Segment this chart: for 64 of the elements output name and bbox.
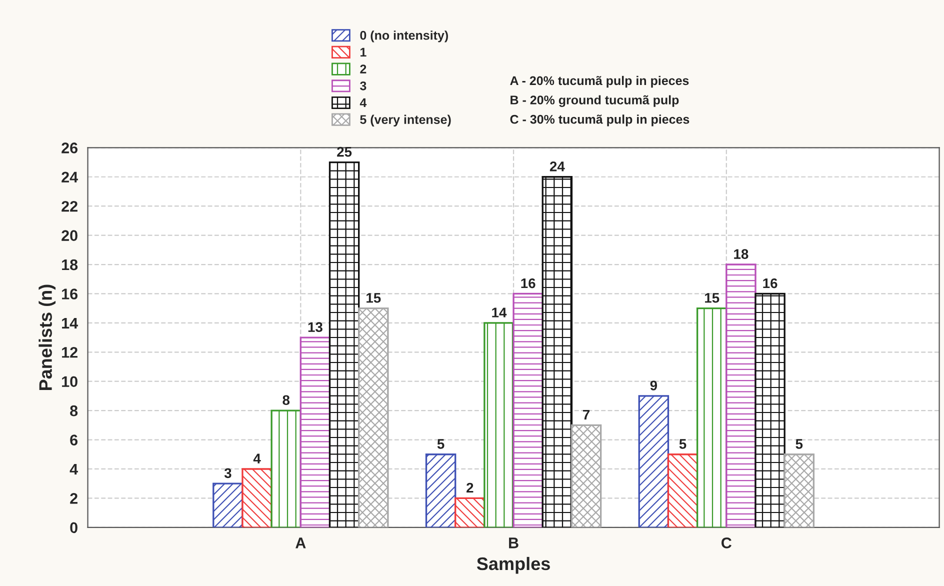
y-tick-label: 12 (62, 347, 78, 358)
bar (754, 292, 786, 528)
data-label: 4 (253, 454, 261, 464)
y-tick-label: 20 (62, 230, 78, 241)
bar (454, 497, 486, 528)
bar (696, 307, 728, 528)
data-label: 5 (796, 439, 803, 449)
data-label: 25 (337, 146, 352, 157)
bar (484, 322, 514, 528)
data-label: 7 (583, 410, 590, 420)
x-tick-label: C (722, 538, 732, 548)
legend-label: 4 (360, 98, 367, 108)
bar (570, 424, 602, 528)
y-tick-label: 6 (70, 434, 78, 446)
data-label: 15 (705, 293, 720, 303)
data-label: 16 (763, 278, 778, 288)
x-tick-label: A (296, 538, 306, 548)
x-tick-label: B (509, 538, 518, 548)
y-tick-label: 10 (62, 376, 78, 388)
legend-label: 5 (very intense) (360, 114, 451, 126)
y-tick-label: 24 (62, 172, 78, 182)
data-label: 24 (550, 162, 565, 172)
legend-label: 2 (360, 64, 366, 74)
data-label: 16 (521, 278, 536, 288)
bar (726, 264, 756, 528)
bar (270, 410, 302, 528)
y-axis-title: Panelists (n) (38, 284, 56, 390)
bar (512, 292, 544, 528)
y-tick-label: 14 (62, 318, 78, 328)
x-axis-title: Samples (476, 556, 550, 574)
text: A - 20% tucumã pulp in pieces (510, 76, 689, 88)
y-tick-label: 26 (62, 142, 78, 154)
bar (425, 454, 456, 528)
data-label: 8 (282, 395, 290, 406)
y-tick-label: 2 (70, 493, 78, 504)
y-tick-label: 4 (70, 464, 78, 475)
data-label: 15 (366, 293, 381, 303)
legend-label: 0 (no intensity) (360, 30, 448, 42)
y-tick-label: 0 (70, 522, 78, 534)
data-label: 14 (492, 308, 507, 318)
data-label: 2 (466, 482, 474, 493)
data-label: 13 (308, 322, 322, 332)
bar (300, 336, 331, 528)
y-tick-label: 16 (62, 288, 78, 300)
y-tick-label: 22 (62, 200, 78, 212)
data-label: 5 (437, 439, 444, 449)
bar (667, 454, 698, 528)
data-label: 9 (650, 380, 658, 390)
text: C - 30% tucumã pulp in pieces (510, 114, 690, 126)
y-tick-label: 8 (70, 405, 78, 416)
data-label: 5 (679, 439, 686, 449)
data-label: 3 (224, 468, 232, 478)
bar (212, 482, 244, 528)
bar (542, 176, 573, 528)
legend-label: 1 (360, 48, 366, 56)
bar (358, 307, 389, 528)
bar (242, 468, 272, 528)
bar (784, 454, 815, 528)
text: B - 20% ground tucumã pulp (510, 95, 679, 107)
bar (328, 161, 360, 528)
legend-label: 3 (360, 81, 366, 90)
bar (638, 395, 670, 528)
y-tick-label: 18 (62, 259, 78, 270)
data-label: 18 (734, 249, 748, 259)
